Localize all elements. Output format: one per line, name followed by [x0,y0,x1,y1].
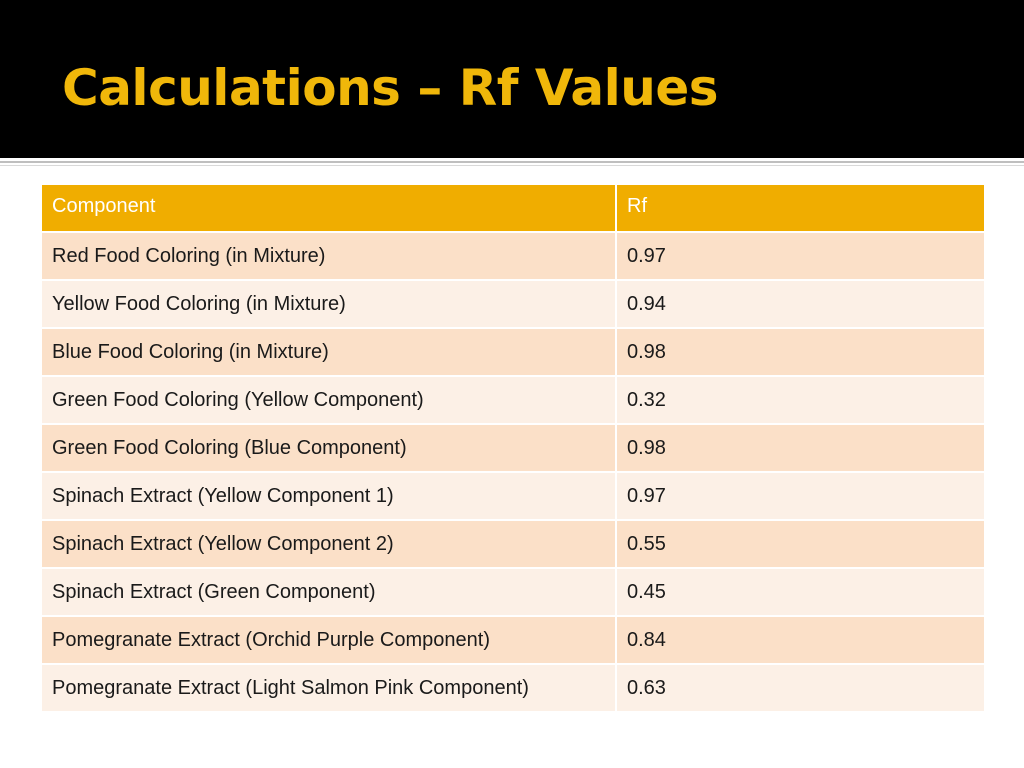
rf-cell: 0.97 [615,471,986,521]
table-row: Spinach Extract (Yellow Component 1) 0.9… [40,471,986,521]
rf-cell: 0.97 [615,231,986,281]
rf-cell: 0.45 [615,567,986,617]
component-cell: Spinach Extract (Yellow Component 1) [40,471,617,521]
table-row: Yellow Food Coloring (in Mixture) 0.94 [40,279,986,329]
component-cell: Blue Food Coloring (in Mixture) [40,327,617,377]
table-header-row: Component Rf [40,183,986,233]
component-cell: Spinach Extract (Yellow Component 2) [40,519,617,569]
table-row: Spinach Extract (Yellow Component 2) 0.5… [40,519,986,569]
rf-cell: 0.94 [615,279,986,329]
table-row: Spinach Extract (Green Component) 0.45 [40,567,986,617]
table-row: Pomegranate Extract (Light Salmon Pink C… [40,663,986,713]
column-header-rf: Rf [615,183,986,233]
component-cell: Pomegranate Extract (Orchid Purple Compo… [40,615,617,665]
component-cell: Green Food Coloring (Blue Component) [40,423,617,473]
column-header-component: Component [40,183,617,233]
slide-title: Calculations – Rf Values [62,59,719,117]
rf-cell: 0.63 [615,663,986,713]
rf-cell: 0.55 [615,519,986,569]
component-cell: Spinach Extract (Green Component) [40,567,617,617]
table-row: Pomegranate Extract (Orchid Purple Compo… [40,615,986,665]
component-cell: Red Food Coloring (in Mixture) [40,231,617,281]
title-divider-line [0,161,1024,163]
table-row: Green Food Coloring (Blue Component) 0.9… [40,423,986,473]
rf-cell: 0.32 [615,375,986,425]
component-cell: Green Food Coloring (Yellow Component) [40,375,617,425]
rf-cell: 0.98 [615,423,986,473]
rf-cell: 0.84 [615,615,986,665]
rf-cell: 0.98 [615,327,986,377]
title-bar: Calculations – Rf Values [0,0,1024,158]
title-divider-line-secondary [0,165,1024,166]
rf-values-table: Component Rf Red Food Coloring (in Mixtu… [40,183,986,713]
component-cell: Yellow Food Coloring (in Mixture) [40,279,617,329]
table-row: Red Food Coloring (in Mixture) 0.97 [40,231,986,281]
table-row: Blue Food Coloring (in Mixture) 0.98 [40,327,986,377]
component-cell: Pomegranate Extract (Light Salmon Pink C… [40,663,617,713]
table-row: Green Food Coloring (Yellow Component) 0… [40,375,986,425]
